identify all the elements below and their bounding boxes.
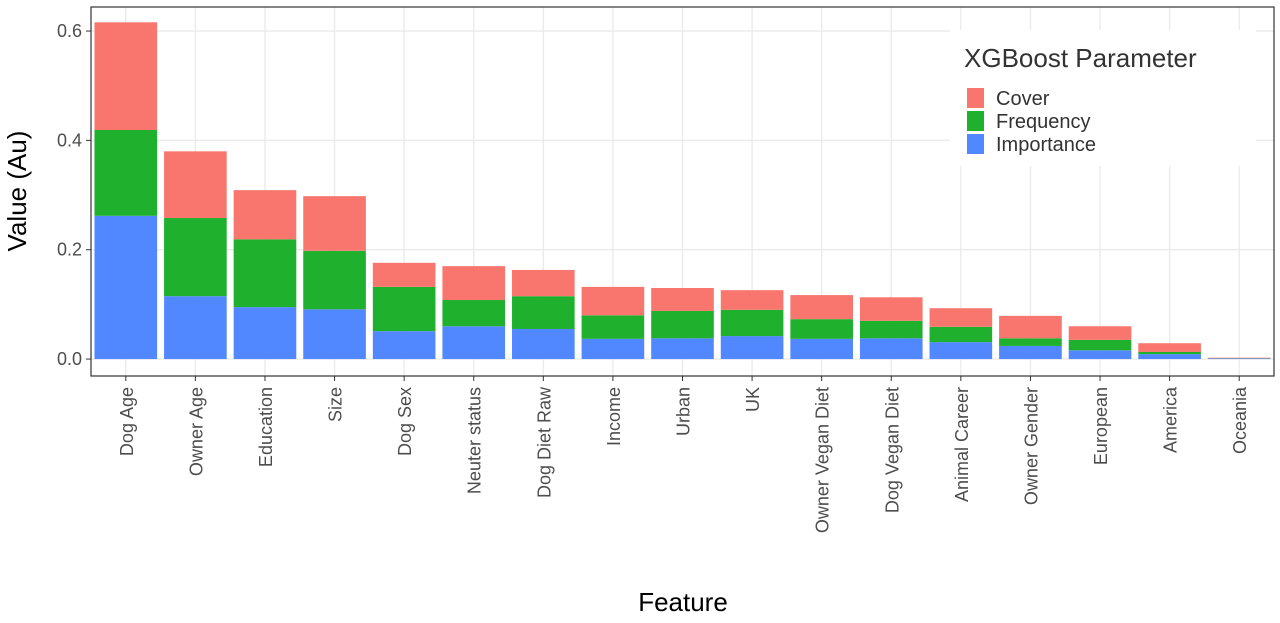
y-axis-title: Value (Au) (2, 131, 32, 252)
bar-segment (303, 196, 366, 251)
y-tick-label: 0.6 (57, 21, 82, 41)
bar-segment (859, 338, 923, 360)
bar-segment (512, 296, 575, 329)
x-tick-label: European (1091, 387, 1111, 465)
bar-segment (94, 215, 158, 360)
bar-segment (1207, 358, 1271, 360)
y-tick-label: 0.4 (57, 130, 82, 150)
bar-segment (512, 269, 575, 297)
bar-segment (94, 130, 158, 216)
plot-border (90, 6, 1275, 377)
x-tick-label: America (1161, 386, 1181, 453)
bar-segment (233, 307, 297, 360)
bar-segment (720, 336, 784, 360)
y-tick-label: 0.2 (57, 240, 82, 260)
x-tick-label: Neuter status (465, 387, 485, 494)
bar-segment (1068, 339, 1132, 351)
x-tick-label: Owner Gender (1021, 387, 1041, 505)
bar-segment (1138, 354, 1201, 360)
bar-segment (651, 310, 714, 339)
bar-segment (1207, 357, 1271, 359)
bar-segment (929, 342, 993, 360)
legend-box (950, 30, 1256, 166)
bar-segment (790, 338, 853, 360)
bar-segment (1138, 343, 1201, 352)
x-tick-label: Education (256, 387, 276, 467)
bar-segment (859, 320, 923, 339)
bar-segment (442, 300, 506, 327)
bar-segment (581, 286, 645, 316)
bar-segment (442, 266, 506, 301)
x-tick-label: Dog Age (117, 387, 137, 456)
bar-segment (651, 338, 714, 360)
bar-segment (999, 315, 1062, 339)
x-tick-label: Animal Career (952, 387, 972, 502)
bar-segment (790, 295, 853, 320)
bar-segment (929, 326, 993, 343)
bar-segment (581, 338, 645, 360)
bar-segment (442, 326, 506, 360)
bar-segment (164, 151, 227, 219)
bar-segment (1138, 351, 1201, 355)
bar-segment (233, 190, 297, 240)
bar-segment (164, 218, 227, 297)
legend-label: Importance (996, 134, 1096, 156)
bar-segment (859, 297, 923, 321)
bar-segment (999, 338, 1062, 346)
x-tick-label: Owner Age (186, 387, 206, 476)
bar-segment (651, 287, 714, 311)
bar-segment (94, 22, 158, 130)
bar-segment (233, 239, 297, 308)
legend-label: Frequency (996, 111, 1091, 133)
x-tick-label: Dog Vegan Diet (882, 387, 902, 513)
bar-segment (999, 345, 1062, 360)
bar-segment (372, 262, 436, 287)
x-tick-label: Urban (674, 387, 694, 436)
bar-segment (164, 296, 227, 360)
bar-segment (1068, 350, 1132, 360)
legend-swatch (967, 134, 984, 154)
x-tick-label: Income (604, 387, 624, 446)
x-axis-title: Feature (638, 587, 728, 617)
x-tick-label: UK (743, 387, 763, 412)
bar-segment (303, 250, 366, 310)
bar-segment (581, 315, 645, 339)
bar-segment (303, 309, 366, 360)
bar-segment (512, 328, 575, 360)
x-tick-label: Dog Diet Raw (534, 386, 554, 498)
legend-swatch (967, 88, 984, 108)
x-tick-label: Dog Sex (395, 387, 415, 456)
legend-label: Cover (996, 88, 1050, 110)
y-tick-label: 0.0 (57, 349, 82, 369)
bar-segment (929, 308, 993, 327)
x-tick-label: Oceania (1230, 386, 1250, 454)
bar-segment (1068, 326, 1132, 340)
bar-segment (372, 331, 436, 360)
x-tick-label: Size (326, 387, 346, 422)
bar-segment (372, 286, 436, 332)
bar-segment (720, 309, 784, 337)
x-tick-label: Owner Vegan Diet (813, 387, 833, 533)
bar-segment (720, 290, 784, 310)
legend-swatch (967, 111, 984, 131)
legend-title: XGBoost Parameter (964, 43, 1197, 73)
bar-segment (790, 319, 853, 339)
